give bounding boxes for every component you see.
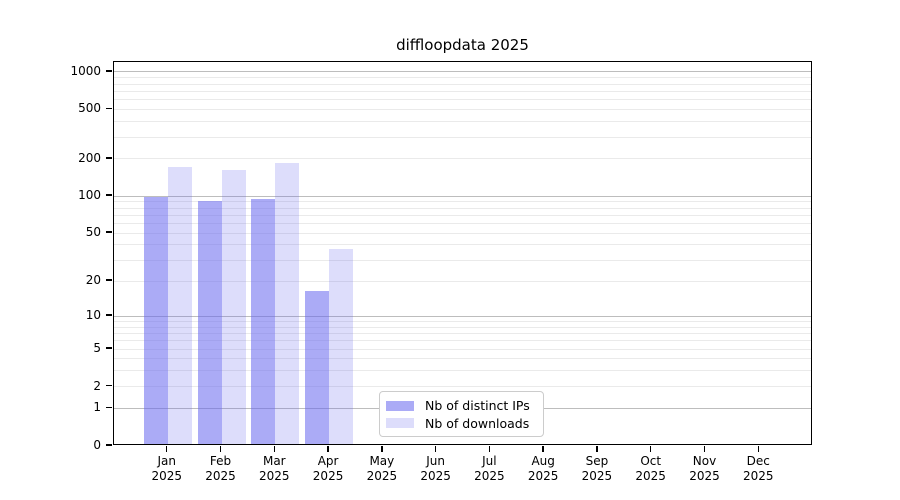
gridline-minor	[114, 358, 811, 360]
x-tick-label: Nov 2025	[689, 454, 720, 483]
gridline-minor	[114, 332, 811, 334]
y-tick	[106, 384, 112, 387]
y-tick	[106, 347, 112, 349]
bar-nb-of-downloads	[329, 248, 354, 444]
y-tick-label: 10	[85, 308, 101, 323]
x-tick	[219, 446, 222, 452]
y-tick-label: 2	[93, 378, 101, 393]
y-tick-label: 100	[78, 188, 101, 203]
x-tick	[596, 446, 598, 452]
legend-item: Nb of downloads	[386, 416, 535, 431]
chart-title: diffloopdata 2025	[396, 36, 529, 54]
bar-nb-of-downloads	[167, 167, 192, 444]
legend-label: Nb of distinct IPs	[425, 398, 530, 414]
y-tick	[106, 157, 112, 159]
x-tick	[166, 446, 168, 452]
bar-nb-of-distinct-ips	[143, 196, 168, 444]
y-tick-label: 500	[78, 101, 101, 116]
x-tick-label: Aug 2025	[527, 454, 559, 483]
y-tick-label: 5	[93, 341, 101, 355]
gridline-major	[114, 315, 811, 317]
x-tick	[273, 446, 275, 452]
plot-area	[113, 61, 812, 445]
gridline-minor	[114, 370, 811, 372]
x-tick-label: Jun 2025	[420, 454, 451, 483]
x-tick-label: Sep 2025	[581, 454, 613, 483]
gridline-minor	[114, 280, 811, 282]
gridline-major	[114, 71, 811, 73]
x-tick	[703, 446, 706, 452]
gridline-minor	[114, 326, 811, 328]
y-tick-label: 50	[85, 225, 101, 240]
gridline-minor	[114, 108, 811, 110]
y-tick	[106, 444, 112, 446]
gridline-minor	[114, 348, 811, 350]
gridline-minor	[114, 259, 811, 261]
legend-item: Nb of distinct IPs	[386, 398, 535, 413]
x-tick-label: Apr 2025	[312, 454, 344, 483]
y-tick	[106, 314, 112, 316]
y-tick	[106, 231, 112, 233]
gridline-minor	[114, 77, 811, 79]
legend-swatch	[386, 400, 414, 411]
x-tick	[542, 446, 544, 452]
x-tick-label: May 2025	[366, 454, 398, 483]
bar-nb-of-distinct-ips	[251, 198, 276, 444]
y-tick	[106, 70, 112, 72]
gridline-major	[114, 195, 811, 197]
gridline-minor	[114, 320, 811, 322]
y-tick	[106, 279, 112, 281]
x-tick-label: Oct 2025	[635, 454, 666, 483]
x-tick	[757, 446, 759, 452]
x-tick-label: Feb 2025	[205, 454, 236, 483]
bar-nb-of-downloads	[221, 169, 246, 444]
gridline-minor	[114, 136, 811, 138]
y-tick	[106, 406, 112, 409]
gridline-minor	[114, 201, 811, 203]
y-tick-label: 0	[93, 438, 101, 452]
y-tick-label: 200	[78, 150, 101, 165]
bar-nb-of-downloads	[275, 162, 300, 444]
x-tick	[434, 446, 437, 452]
gridline-minor	[114, 99, 811, 101]
y-tick-label: 1	[93, 400, 101, 415]
bar-nb-of-distinct-ips	[305, 290, 330, 444]
gridline-minor	[114, 90, 811, 92]
x-tick-label: Jul 2025	[474, 454, 505, 483]
gridline-minor	[114, 340, 811, 342]
legend-label: Nb of downloads	[425, 415, 530, 431]
legend-swatch	[386, 418, 414, 429]
x-tick-label: Dec 2025	[742, 454, 774, 483]
gridline-minor	[114, 158, 811, 160]
y-tick	[106, 107, 112, 110]
x-tick-label: Jan 2025	[151, 454, 183, 483]
x-tick-label: Mar 2025	[259, 454, 290, 483]
x-tick	[381, 446, 383, 452]
gridline-minor	[114, 232, 811, 234]
gridline-minor	[114, 207, 811, 209]
gridline-minor	[114, 214, 811, 216]
legend: Nb of distinct IPs Nb of downloads	[379, 391, 544, 437]
x-tick	[650, 446, 652, 452]
x-tick	[488, 446, 491, 452]
gridline-minor	[114, 83, 811, 85]
x-tick	[327, 446, 329, 452]
gridline-minor	[114, 222, 811, 224]
y-tick	[106, 194, 112, 196]
gridline-minor	[114, 244, 811, 246]
y-tick-label: 1000	[70, 63, 101, 78]
gridline-minor	[114, 386, 811, 388]
bar-nb-of-distinct-ips	[197, 201, 222, 444]
gridline-minor	[114, 121, 811, 123]
y-tick-label: 20	[85, 273, 101, 288]
